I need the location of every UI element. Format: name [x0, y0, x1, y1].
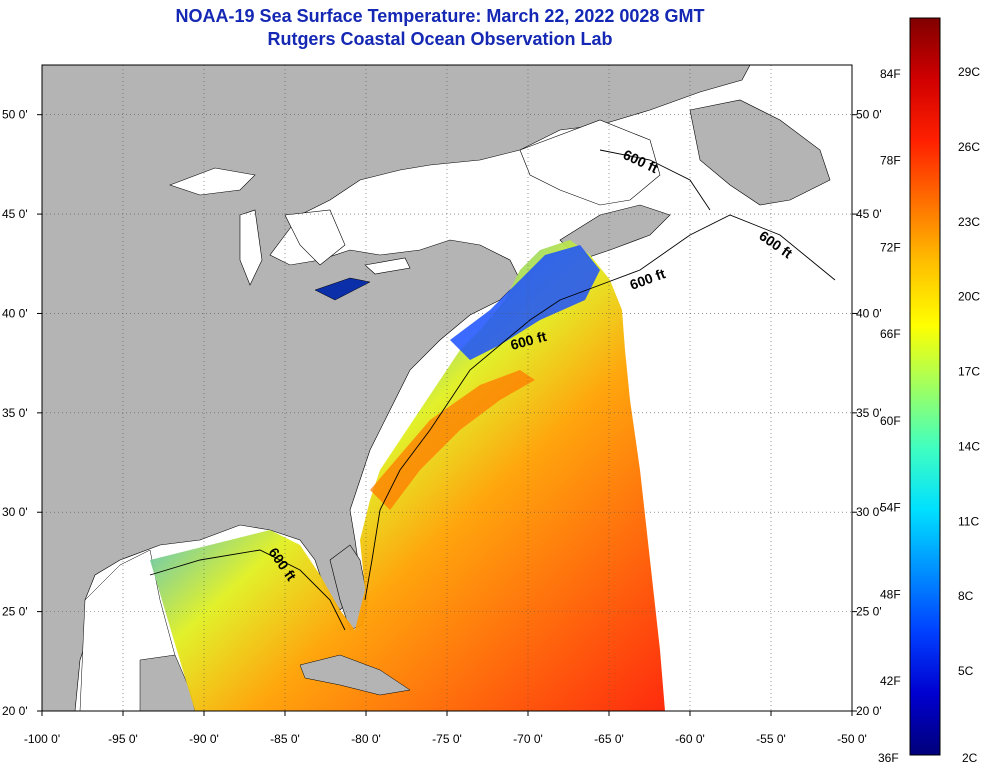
lon-tick-label: -85 0' — [270, 732, 300, 746]
lake-michigan — [239, 209, 263, 286]
lon-tick-label: -50 0' — [837, 732, 867, 746]
colorbar-f-label: 54F — [880, 501, 901, 515]
colorbar-c-label: 5C — [958, 664, 974, 678]
colorbar-min-f: 36F — [878, 751, 899, 765]
lon-tick-label: -95 0' — [108, 732, 138, 746]
cold-shelf-water — [450, 245, 600, 360]
colorbar-f-label: 42F — [880, 674, 901, 688]
lat-tick-label: 20 0' — [856, 704, 882, 718]
colorbar-labels: 84F 78F 72F 66F 60F 54F 48F 42F 29C 26C 23C 20C 17C 1… — [880, 65, 980, 688]
cuba-land — [299, 654, 411, 696]
lat-tick-label: 20 0' — [2, 704, 28, 718]
colorbar-f-label: 84F — [880, 67, 901, 81]
lon-tick-label: -90 0' — [189, 732, 219, 746]
colorbar-c-label: 23C — [958, 215, 980, 229]
lat-tick-label: 45 0' — [856, 207, 882, 221]
figure-title: NOAA-19 Sea Surface Temperature: March 2… — [175, 6, 705, 26]
lon-tick-label: -80 0' — [351, 732, 381, 746]
gulf-stream-feature — [370, 370, 535, 510]
lake-superior — [169, 167, 256, 196]
colorbar-f-label: 72F — [880, 240, 901, 254]
colorbar-f-label: 66F — [880, 327, 901, 341]
lat-tick-label: 35 0' — [856, 406, 882, 420]
figure-subtitle: Rutgers Coastal Ocean Observation Lab — [267, 29, 613, 49]
lat-tick-label: 30 0' — [856, 505, 882, 519]
contour-600ft-atlantic — [364, 214, 836, 601]
lat-tick-label: 25 0' — [856, 605, 882, 619]
newfoundland-land — [689, 99, 831, 206]
lon-tick-label: -70 0' — [513, 732, 543, 746]
colorbar-c-label: 11C — [958, 514, 979, 528]
colorbar-min-c: 2C — [962, 751, 978, 765]
colorbar-c-label: 29C — [958, 65, 980, 79]
lake-huron — [284, 209, 346, 266]
colorbar-c-label: 14C — [958, 439, 980, 453]
colorbar-c-label: 17C — [958, 365, 980, 379]
lat-tick-label: 45 0' — [2, 207, 28, 221]
lon-tick-label: -75 0' — [432, 732, 462, 746]
map-border — [41, 64, 853, 712]
lon-tick-label: -65 0' — [594, 732, 624, 746]
lat-tick-label: 25 0' — [2, 605, 28, 619]
lat-tick-label: 40 0' — [2, 306, 28, 320]
lat-tick-label: 30 0' — [2, 505, 28, 519]
colorbar-f-label: 60F — [880, 414, 901, 428]
lat-tick-label: 50 0' — [2, 108, 28, 122]
lat-tick-label: 40 0' — [856, 306, 882, 320]
lon-tick-label: -55 0' — [756, 732, 786, 746]
axis-tick-labels: -100 0' -95 0' -90 0' -85 0' -80 0' -75 0' -70… — [2, 108, 882, 746]
colorbar-f-label: 78F — [880, 154, 901, 168]
lon-tick-label: -100 0' — [24, 732, 60, 746]
colorbar-c-label: 20C — [958, 290, 980, 304]
lake-ontario — [364, 257, 411, 275]
lake-erie — [314, 277, 371, 301]
colorbar — [909, 17, 941, 756]
lon-tick-label: -60 0' — [675, 732, 705, 746]
contour-600ft-gulf — [149, 549, 346, 631]
lat-lon-grid — [37, 65, 857, 716]
contour-600ft-north — [599, 149, 711, 211]
north-america-land — [42, 65, 751, 711]
colorbar-c-label: 8C — [958, 589, 974, 603]
colorbar-c-label: 26C — [958, 140, 980, 154]
gulf-st-lawrence — [519, 119, 661, 206]
colorbar-f-label: 48F — [880, 587, 901, 601]
lat-tick-label: 35 0' — [2, 406, 28, 420]
lat-tick-label: 50 0' — [856, 108, 882, 122]
